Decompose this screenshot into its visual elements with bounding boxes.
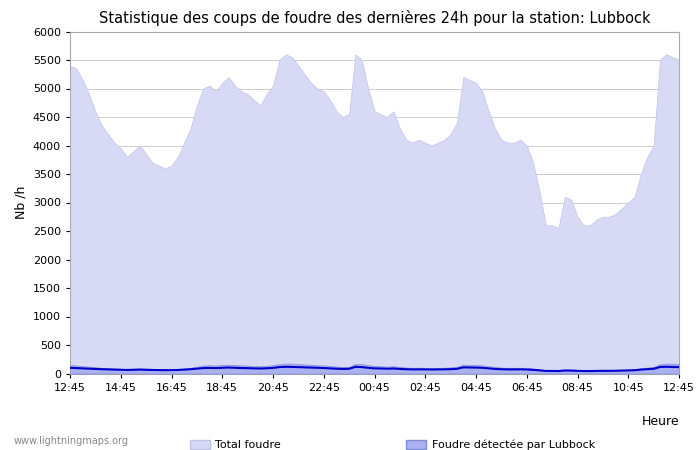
Y-axis label: Nb /h: Nb /h <box>14 186 27 219</box>
Title: Statistique des coups de foudre des dernières 24h pour la station: Lubbock: Statistique des coups de foudre des dern… <box>99 10 650 26</box>
Text: www.lightningmaps.org: www.lightningmaps.org <box>14 436 129 446</box>
Legend: Total foudre, Moyenne de toutes les stations, Foudre détectée par Lubbock: Total foudre, Moyenne de toutes les stat… <box>186 435 599 450</box>
Text: Heure: Heure <box>641 414 679 428</box>
